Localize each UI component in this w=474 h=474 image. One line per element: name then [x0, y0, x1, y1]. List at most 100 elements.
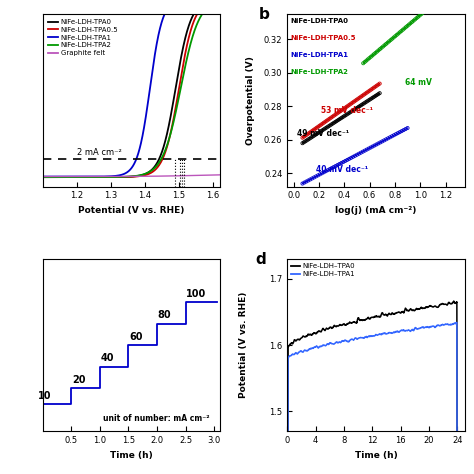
Text: 20: 20 — [72, 375, 85, 385]
Point — [425, 4, 433, 11]
Point — [436, 0, 443, 2]
Point — [332, 118, 339, 126]
Point — [370, 93, 378, 100]
Point — [316, 128, 323, 136]
Point — [314, 129, 322, 137]
Point — [356, 94, 364, 101]
Point — [360, 100, 368, 107]
Point — [299, 139, 306, 147]
Point — [353, 104, 361, 112]
Point — [347, 154, 355, 162]
Point — [350, 98, 358, 105]
Point — [352, 105, 359, 113]
Point — [330, 119, 337, 127]
Point — [371, 142, 378, 149]
Point — [347, 100, 355, 108]
Text: 53 mV dec⁻¹: 53 mV dec⁻¹ — [321, 106, 374, 115]
Point — [355, 150, 363, 157]
Point — [310, 173, 318, 181]
Point — [416, 12, 423, 19]
Point — [337, 159, 345, 167]
Point — [372, 83, 379, 91]
Text: 60: 60 — [129, 332, 143, 342]
Point — [384, 39, 392, 46]
Point — [434, 0, 442, 4]
Point — [353, 151, 361, 159]
Point — [402, 23, 410, 31]
Point — [384, 135, 392, 142]
Point — [333, 117, 341, 125]
Point — [336, 108, 344, 116]
Text: 49 mV dec⁻¹: 49 mV dec⁻¹ — [297, 129, 350, 138]
Point — [334, 161, 341, 169]
Point — [372, 92, 379, 100]
Point — [366, 96, 374, 103]
Point — [323, 117, 330, 125]
Point — [373, 91, 381, 99]
Point — [359, 92, 366, 100]
Text: unit of number: mA cm⁻²: unit of number: mA cm⁻² — [103, 414, 210, 422]
Point — [346, 101, 354, 109]
Point — [374, 140, 382, 147]
Point — [365, 88, 372, 95]
Point — [320, 119, 328, 127]
Point — [349, 99, 356, 107]
Point — [373, 82, 381, 90]
Point — [349, 107, 356, 115]
Point — [431, 0, 438, 7]
Text: 40: 40 — [100, 353, 114, 363]
Point — [419, 9, 427, 17]
X-axis label: Potential (V vs. RHE): Potential (V vs. RHE) — [78, 206, 184, 215]
Point — [378, 137, 386, 145]
Point — [376, 46, 384, 53]
Point — [324, 116, 332, 123]
Point — [404, 124, 411, 132]
Point — [381, 137, 388, 144]
Point — [335, 109, 342, 117]
Point — [399, 26, 407, 34]
Point — [365, 145, 373, 152]
Point — [367, 86, 375, 93]
Point — [369, 143, 376, 150]
Point — [342, 104, 349, 111]
Point — [394, 30, 402, 37]
Point — [313, 130, 320, 138]
Point — [427, 3, 434, 10]
Point — [307, 176, 314, 183]
Point — [306, 129, 313, 137]
Point — [396, 128, 403, 136]
Point — [369, 85, 376, 92]
Point — [326, 115, 333, 122]
Point — [339, 106, 346, 113]
Point — [360, 91, 368, 99]
Point — [367, 95, 375, 102]
Point — [402, 125, 410, 133]
Legend: NiFe-LDH–TPA0, NiFe-LDH–TPA1: NiFe-LDH–TPA0, NiFe-LDH–TPA1 — [291, 263, 356, 278]
Point — [420, 8, 428, 16]
Point — [306, 135, 313, 142]
Point — [370, 50, 378, 58]
Point — [407, 19, 414, 27]
Point — [311, 131, 319, 139]
Text: 2 mA cm⁻²: 2 mA cm⁻² — [77, 148, 121, 157]
Point — [363, 98, 371, 105]
Point — [343, 103, 351, 110]
Point — [302, 178, 310, 185]
Point — [405, 21, 413, 28]
Point — [376, 90, 383, 97]
Point — [390, 34, 398, 41]
Point — [359, 59, 367, 67]
Point — [392, 32, 399, 40]
Point — [304, 130, 312, 137]
Legend: NiFe-LDH-TPA0, NiFe-LDH-TPA0.5, NiFe-LDH-TPA1, NiFe-LDH-TPA2, Graphite felt: NiFe-LDH-TPA0, NiFe-LDH-TPA0.5, NiFe-LDH… — [46, 18, 120, 57]
Y-axis label: Overpotential (V): Overpotential (V) — [246, 56, 255, 145]
Point — [322, 167, 329, 175]
Point — [344, 156, 351, 164]
Point — [328, 113, 336, 120]
Point — [312, 173, 320, 180]
Point — [310, 132, 318, 139]
Point — [400, 126, 408, 134]
Point — [398, 27, 405, 35]
Point — [307, 134, 315, 141]
Point — [370, 84, 378, 91]
